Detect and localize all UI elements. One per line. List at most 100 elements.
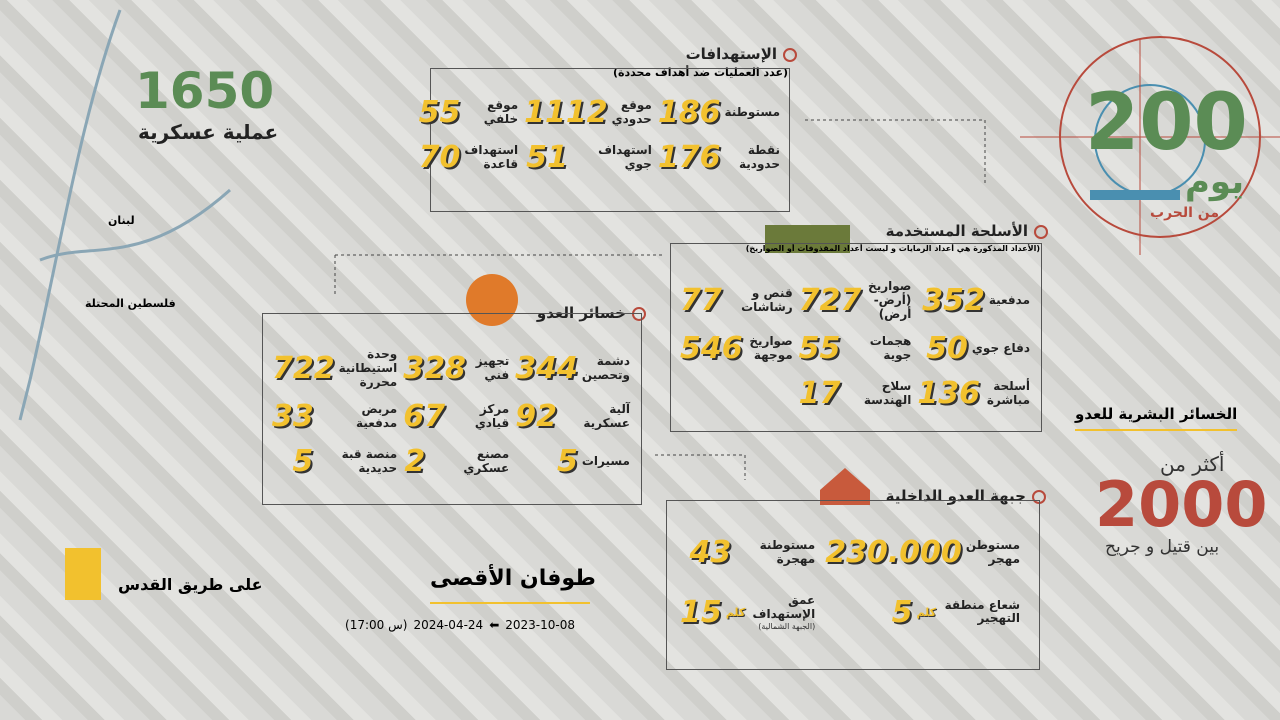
stat-value: 5 (891, 594, 913, 630)
stat-value: 77 (680, 283, 722, 319)
section-box (666, 500, 1040, 670)
stat-value: 5 (556, 444, 578, 480)
launcher-icon (765, 225, 850, 253)
stat-value: 55 (418, 95, 461, 130)
stat-item: مصنع عسكري 2 (403, 444, 509, 479)
stat-value: 51 (526, 140, 568, 175)
stat-item: مستوطن مهجر 230.000 (825, 535, 1020, 570)
place: لبنان (108, 214, 135, 227)
stat-item: آلية عسكرية 92 (515, 399, 630, 434)
map-border (18, 9, 231, 421)
days-sub: من الحرب (1150, 205, 1220, 221)
stat-label: هجمات جوية (869, 334, 912, 362)
stat-value: 722 (272, 351, 335, 387)
stat-value: 352 (922, 283, 985, 319)
ops-label: عملية عسكرية (138, 120, 279, 144)
stat-label: مستوطنة مهجرة (759, 537, 816, 566)
stat-item: موقع حدودي 1112 (524, 95, 652, 130)
stat-value: 1112 (524, 95, 608, 130)
items: دشمة وتحصين 344 تجهيز فني 328 وحدة استيطانية… (272, 347, 630, 479)
date-start: 2023-10-08 (505, 618, 575, 632)
stat-unit: كلم (916, 605, 936, 619)
stat-value: 546 (680, 331, 743, 367)
stat-value: 17 (798, 376, 841, 412)
stat-label: مصنع عسكري (463, 447, 510, 475)
human-title: الخسائر البشرية للعدو (1075, 405, 1238, 431)
stat-item: استهداف جوي 51 (524, 140, 652, 175)
house-icon (820, 468, 870, 505)
stat-value: 33 (272, 399, 314, 435)
stat-item: مستوطنة مهجرة 43 (680, 535, 815, 570)
stat-label: عمق الإستهداف (الجبهة الشمالية) (749, 593, 816, 631)
stat-item: نقطة حدودية 176 (658, 140, 780, 175)
stat-value: 344 (515, 351, 578, 387)
stat-label: مدفعية (988, 292, 1030, 307)
section-title: الإستهدافات (686, 45, 797, 63)
stat-label: آلية عسكرية (583, 402, 630, 430)
bar-decor (1090, 190, 1180, 200)
stat-label: استهداف قاعدة (464, 142, 519, 171)
stat-value: 176 (657, 140, 721, 175)
days-value: 200 (1085, 78, 1248, 168)
stat-label: أسلحة مباشرة (986, 379, 1030, 407)
human-value: 2000 (1095, 468, 1268, 541)
ops-total: 1650 (135, 62, 275, 120)
stat-item: صواريخ (أرض-أرض) 727 (798, 279, 912, 321)
stat-value: 230.000 (825, 535, 962, 570)
items: مدفعية 352 صواريخ (أرض-أرض) 727 قنص و رشاشات… (680, 279, 1030, 411)
campaign: طوفان الأقصى (430, 566, 596, 591)
stat-item: صواريخ موجهة 546 (680, 331, 793, 366)
stat-label: وحدة استيطانية محررة (338, 347, 398, 389)
stat-label: مستوطن مهجر (965, 537, 1020, 566)
stat-label: نقطة حدودية (739, 142, 780, 171)
logo (65, 548, 101, 600)
stat-item: سلاح الهندسة 17 (799, 376, 912, 411)
stat-value: 67 (403, 399, 445, 435)
connector (334, 119, 986, 480)
stat-label: صواريخ (أرض-أرض) (868, 279, 912, 321)
brand: على طريق القدس (118, 575, 263, 594)
stat-item: دشمة وتحصين 344 (515, 351, 630, 386)
stat-label: مركز قيادي (474, 402, 510, 430)
stat-value: 15 (680, 594, 722, 630)
stat-value: 5 (292, 444, 314, 480)
items: مستوطنة 186 موقع حدودي 1112 موقع خلفي 55 نقطة … (419, 95, 780, 175)
stat-label: استهداف جوي (598, 142, 652, 171)
stat-label: موقع حدودي (611, 97, 652, 126)
stat-label: صواريخ موجهة (749, 334, 793, 362)
stat-value: 43 (689, 535, 732, 570)
stat-value: 92 (515, 399, 557, 435)
human-suffix: بين قتيل و جريح (1105, 537, 1220, 557)
stat-item: عمق الإستهداف (الجبهة الشمالية) كلم 15 (680, 593, 816, 631)
stat-value: 727 (798, 283, 862, 319)
stat-item: مسيرات 5 (515, 444, 630, 479)
stat-item: هجمات جوية 55 (799, 331, 912, 366)
date-range: (س 17:00) 2024-04-24 ⬅ 2023-10-08 (345, 618, 575, 632)
stat-item: مركز قيادي 67 (403, 399, 509, 434)
stat-item: وحدة استيطانية محررة 722 (272, 347, 398, 389)
stat-label: منصة قبة حديدية (341, 447, 398, 475)
section-note: (الأعداد المذكورة هي أعداد الرمايات و لي… (745, 244, 1040, 253)
stat-value: 328 (403, 351, 466, 387)
stat-label: مسيرات (581, 453, 630, 468)
stat-label: مستوطنة (724, 104, 780, 119)
section-box (262, 313, 642, 505)
arrow: ⬅ (489, 618, 500, 632)
stat-label: دشمة وتحصين (581, 353, 630, 382)
stat-item: منصة قبة حديدية 5 (272, 444, 397, 479)
stat-item: مدفعية 352 (917, 283, 1030, 318)
stat-value: 50 (926, 331, 968, 367)
stat-item: موقع خلفي 55 (419, 95, 518, 130)
days-label: يوم (1185, 162, 1245, 202)
stat-value: 186 (657, 95, 721, 130)
human-prefix: أكثر من (1160, 452, 1225, 476)
stat-item: قنص و رشاشات 77 (680, 283, 793, 318)
stat-item: مربض مدفعية 33 (272, 399, 397, 434)
stat-item: أسلحة مباشرة 136 (917, 376, 1030, 411)
stat-note: (الجبهة الشمالية) (758, 621, 816, 631)
stat-label: قنص و رشاشات (741, 285, 793, 314)
stat-label: شعاع منطقة التهجير (944, 597, 1020, 626)
items: مستوطن مهجر 230.000 مستوطنة مهجرة 43 شعاع من… (680, 535, 1020, 631)
stat-unit: كلم (725, 605, 746, 619)
